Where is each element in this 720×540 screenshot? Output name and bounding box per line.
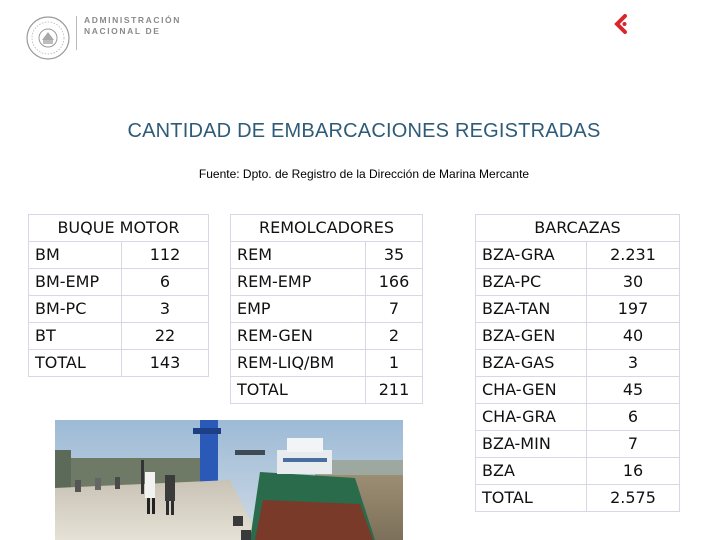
source-note: Fuente: Dpto. de Registro de la Direcció… [198,167,530,181]
seal-icon [24,14,72,62]
org-name-line1: ADMINISTRACIÓN [84,15,182,25]
table-row: BZA-GEN 40 [475,322,680,350]
buque-motor-table: BUQUE MOTOR BM 112 BM-EMP 6 BM-PC 3 BT 2… [28,214,209,377]
table-header-row: BARCAZAS [475,214,680,242]
row-value: 22 [121,322,209,350]
row-value: 6 [586,403,680,431]
table-row: REM-EMP 166 [230,268,423,296]
table-row: TOTAL 143 [28,349,209,377]
barcazas-table: BARCAZAS BZA-GRA 2.231 BZA-PC 30 BZA-TAN… [475,214,680,512]
table-row: REM 35 [230,241,423,269]
table-row: BZA-GAS 3 [475,349,680,377]
row-label: BZA [475,457,587,485]
table-row: BZA-PC 30 [475,268,680,296]
table-row: BM 112 [28,241,209,269]
row-label: EMP [230,295,366,323]
row-label: REM-EMP [230,268,366,296]
row-label: BZA-PC [475,268,587,296]
row-value: 143 [121,349,209,377]
table-row: BZA 16 [475,457,680,485]
port-ship-photo [55,420,403,540]
row-value: 197 [586,295,680,323]
row-label: REM [230,241,366,269]
row-value: 40 [586,322,680,350]
table-title: BARCAZAS [475,214,680,242]
row-label: REM-LIQ/BM [230,349,366,377]
row-label: CHA-GRA [475,403,587,431]
row-label: BZA-GAS [475,349,587,377]
row-label: BT [28,322,122,350]
row-label: TOTAL [230,376,366,404]
table-row: REM-GEN 2 [230,322,423,350]
table-row: REM-LIQ/BM 1 [230,349,423,377]
row-label: BZA-MIN [475,430,587,458]
row-label: BM-PC [28,295,122,323]
remolcadores-table: REMOLCADORES REM 35 REM-EMP 166 EMP 7 RE… [230,214,423,404]
table-row: TOTAL 211 [230,376,423,404]
table-title: REMOLCADORES [230,214,423,242]
row-label: BZA-GRA [475,241,587,269]
row-value: 1 [365,349,423,377]
row-value: 2.231 [586,241,680,269]
row-label: TOTAL [28,349,122,377]
page-title: CANTIDAD DE EMBARCACIONES REGISTRADAS [127,120,601,142]
table-row: EMP 7 [230,295,423,323]
table-row: BT 22 [28,322,209,350]
table-header-row: REMOLCADORES [230,214,423,242]
table-row: CHA-GEN 45 [475,376,680,404]
table-row: BZA-TAN 197 [475,295,680,323]
row-value: 35 [365,241,423,269]
row-label: TOTAL [475,484,587,512]
table-header-row: BUQUE MOTOR [28,214,209,242]
org-name-line2: NACIONAL DE [84,26,161,36]
row-value: 45 [586,376,680,404]
row-value: 16 [586,457,680,485]
row-value: 2.575 [586,484,680,512]
table-title: BUQUE MOTOR [28,214,209,242]
row-value: 30 [586,268,680,296]
row-value: 112 [121,241,209,269]
row-value: 166 [365,268,423,296]
row-value: 211 [365,376,423,404]
row-value: 6 [121,268,209,296]
brand-mark-icon [612,14,630,34]
row-value: 3 [121,295,209,323]
org-name: ADMINISTRACIÓN NACIONAL DE [84,15,181,37]
row-value: 7 [586,430,680,458]
row-label: BZA-TAN [475,295,587,323]
table-row: BZA-GRA 2.231 [475,241,680,269]
row-label: BM [28,241,122,269]
row-label: BZA-GEN [475,322,587,350]
table-row: BZA-MIN 7 [475,430,680,458]
row-value: 7 [365,295,423,323]
row-value: 3 [586,349,680,377]
logo-divider [76,16,77,50]
row-label: REM-GEN [230,322,366,350]
table-row: BM-EMP 6 [28,268,209,296]
table-row: TOTAL 2.575 [475,484,680,512]
row-value: 2 [365,322,423,350]
table-row: BM-PC 3 [28,295,209,323]
table-row: CHA-GRA 6 [475,403,680,431]
row-label: BM-EMP [28,268,122,296]
row-label: CHA-GEN [475,376,587,404]
